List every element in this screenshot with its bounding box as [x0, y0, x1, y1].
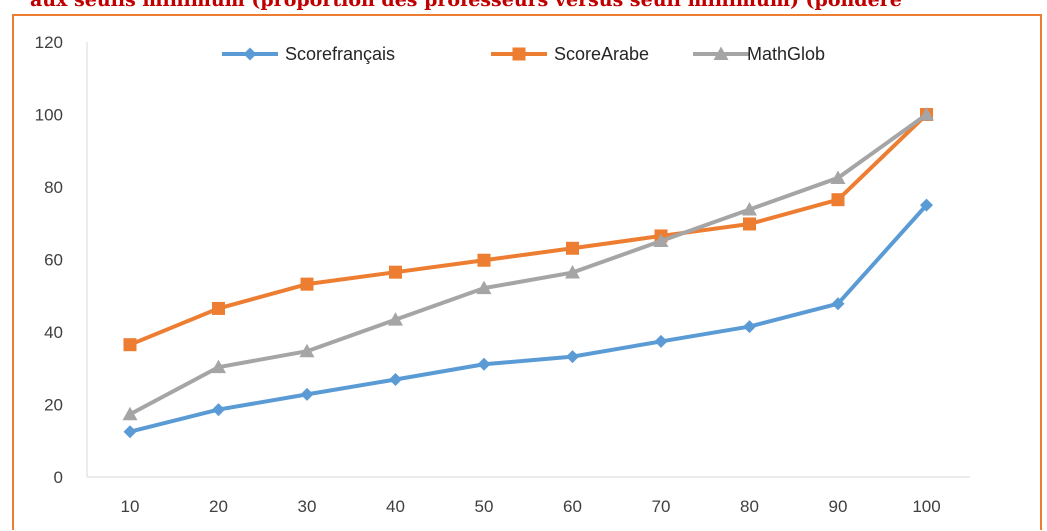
data-point: [123, 338, 137, 352]
x-tick-label: 80: [740, 497, 759, 516]
legend-marker: [512, 47, 526, 61]
data-point: [654, 334, 668, 348]
x-tick-label: 70: [652, 497, 671, 516]
data-point: [831, 297, 845, 311]
data-point: [211, 359, 226, 374]
legend-item: Scorefrançais: [222, 44, 395, 64]
data-point: [831, 193, 845, 207]
data-point: [300, 387, 314, 401]
data-point: [212, 403, 225, 417]
y-tick-label: 120: [35, 33, 63, 52]
chart-frame: [12, 14, 1042, 530]
legend-label: ScoreArabe: [554, 44, 649, 64]
data-point: [565, 265, 580, 279]
y-tick-label: 100: [35, 106, 63, 125]
x-tick-label: 50: [475, 497, 494, 516]
data-point: [388, 312, 403, 326]
data-point: [743, 217, 756, 231]
data-point: [477, 253, 491, 267]
series-line: [128, 203, 929, 434]
data-point: [830, 170, 846, 184]
series-2: [122, 107, 934, 421]
data-point: [476, 280, 492, 295]
x-tick-label: 90: [829, 497, 848, 516]
axes: [86, 42, 970, 478]
y-tick-labels: 0 20 40 60 80 100 120: [35, 33, 63, 487]
series-layer: [122, 107, 934, 439]
data-point: [566, 241, 579, 255]
data-point: [743, 320, 756, 334]
series-0: [123, 198, 933, 439]
data-point: [389, 265, 402, 279]
data-point: [212, 301, 225, 315]
series-line: [128, 112, 929, 347]
legend-label: MathGlob: [747, 44, 825, 64]
y-tick-label: 20: [44, 396, 63, 415]
data-point: [123, 425, 137, 439]
data-point: [299, 343, 315, 358]
x-tick-label: 20: [209, 497, 228, 516]
data-point: [300, 277, 314, 291]
data-point: [920, 198, 933, 212]
data-point: [742, 201, 757, 216]
legend-label: Scorefrançais: [285, 44, 395, 64]
series-line: [128, 112, 929, 417]
x-tick-label: 100: [912, 497, 940, 516]
chart-title: aux seuils minimum (proportion des profe…: [30, 0, 902, 11]
x-tick-label: 40: [386, 497, 405, 516]
y-tick-label: 0: [54, 468, 63, 487]
chart-title-strip: aux seuils minimum (proportion des profe…: [0, 0, 1047, 14]
legend: Scorefrançais ScoreArabe MathGlob: [222, 44, 825, 64]
y-tick-label: 60: [44, 251, 63, 270]
y-tick-label: 80: [44, 178, 63, 197]
legend-marker: [243, 47, 257, 61]
data-point: [566, 350, 579, 364]
data-point: [919, 107, 934, 121]
x-tick-label: 30: [298, 497, 317, 516]
data-point: [477, 357, 491, 371]
series-1: [123, 108, 933, 352]
data-point: [122, 406, 138, 421]
legend-item: MathGlob: [693, 44, 825, 64]
x-tick-label: 60: [563, 497, 582, 516]
legend-item: ScoreArabe: [491, 44, 649, 64]
x-tick-label: 10: [121, 497, 140, 516]
x-tick-labels: 10 20 30 40 50 60 70 80 90 100: [121, 497, 941, 516]
legend-marker: [713, 46, 729, 60]
data-point: [653, 233, 669, 248]
y-tick-label: 40: [44, 323, 63, 342]
data-point: [389, 372, 402, 386]
